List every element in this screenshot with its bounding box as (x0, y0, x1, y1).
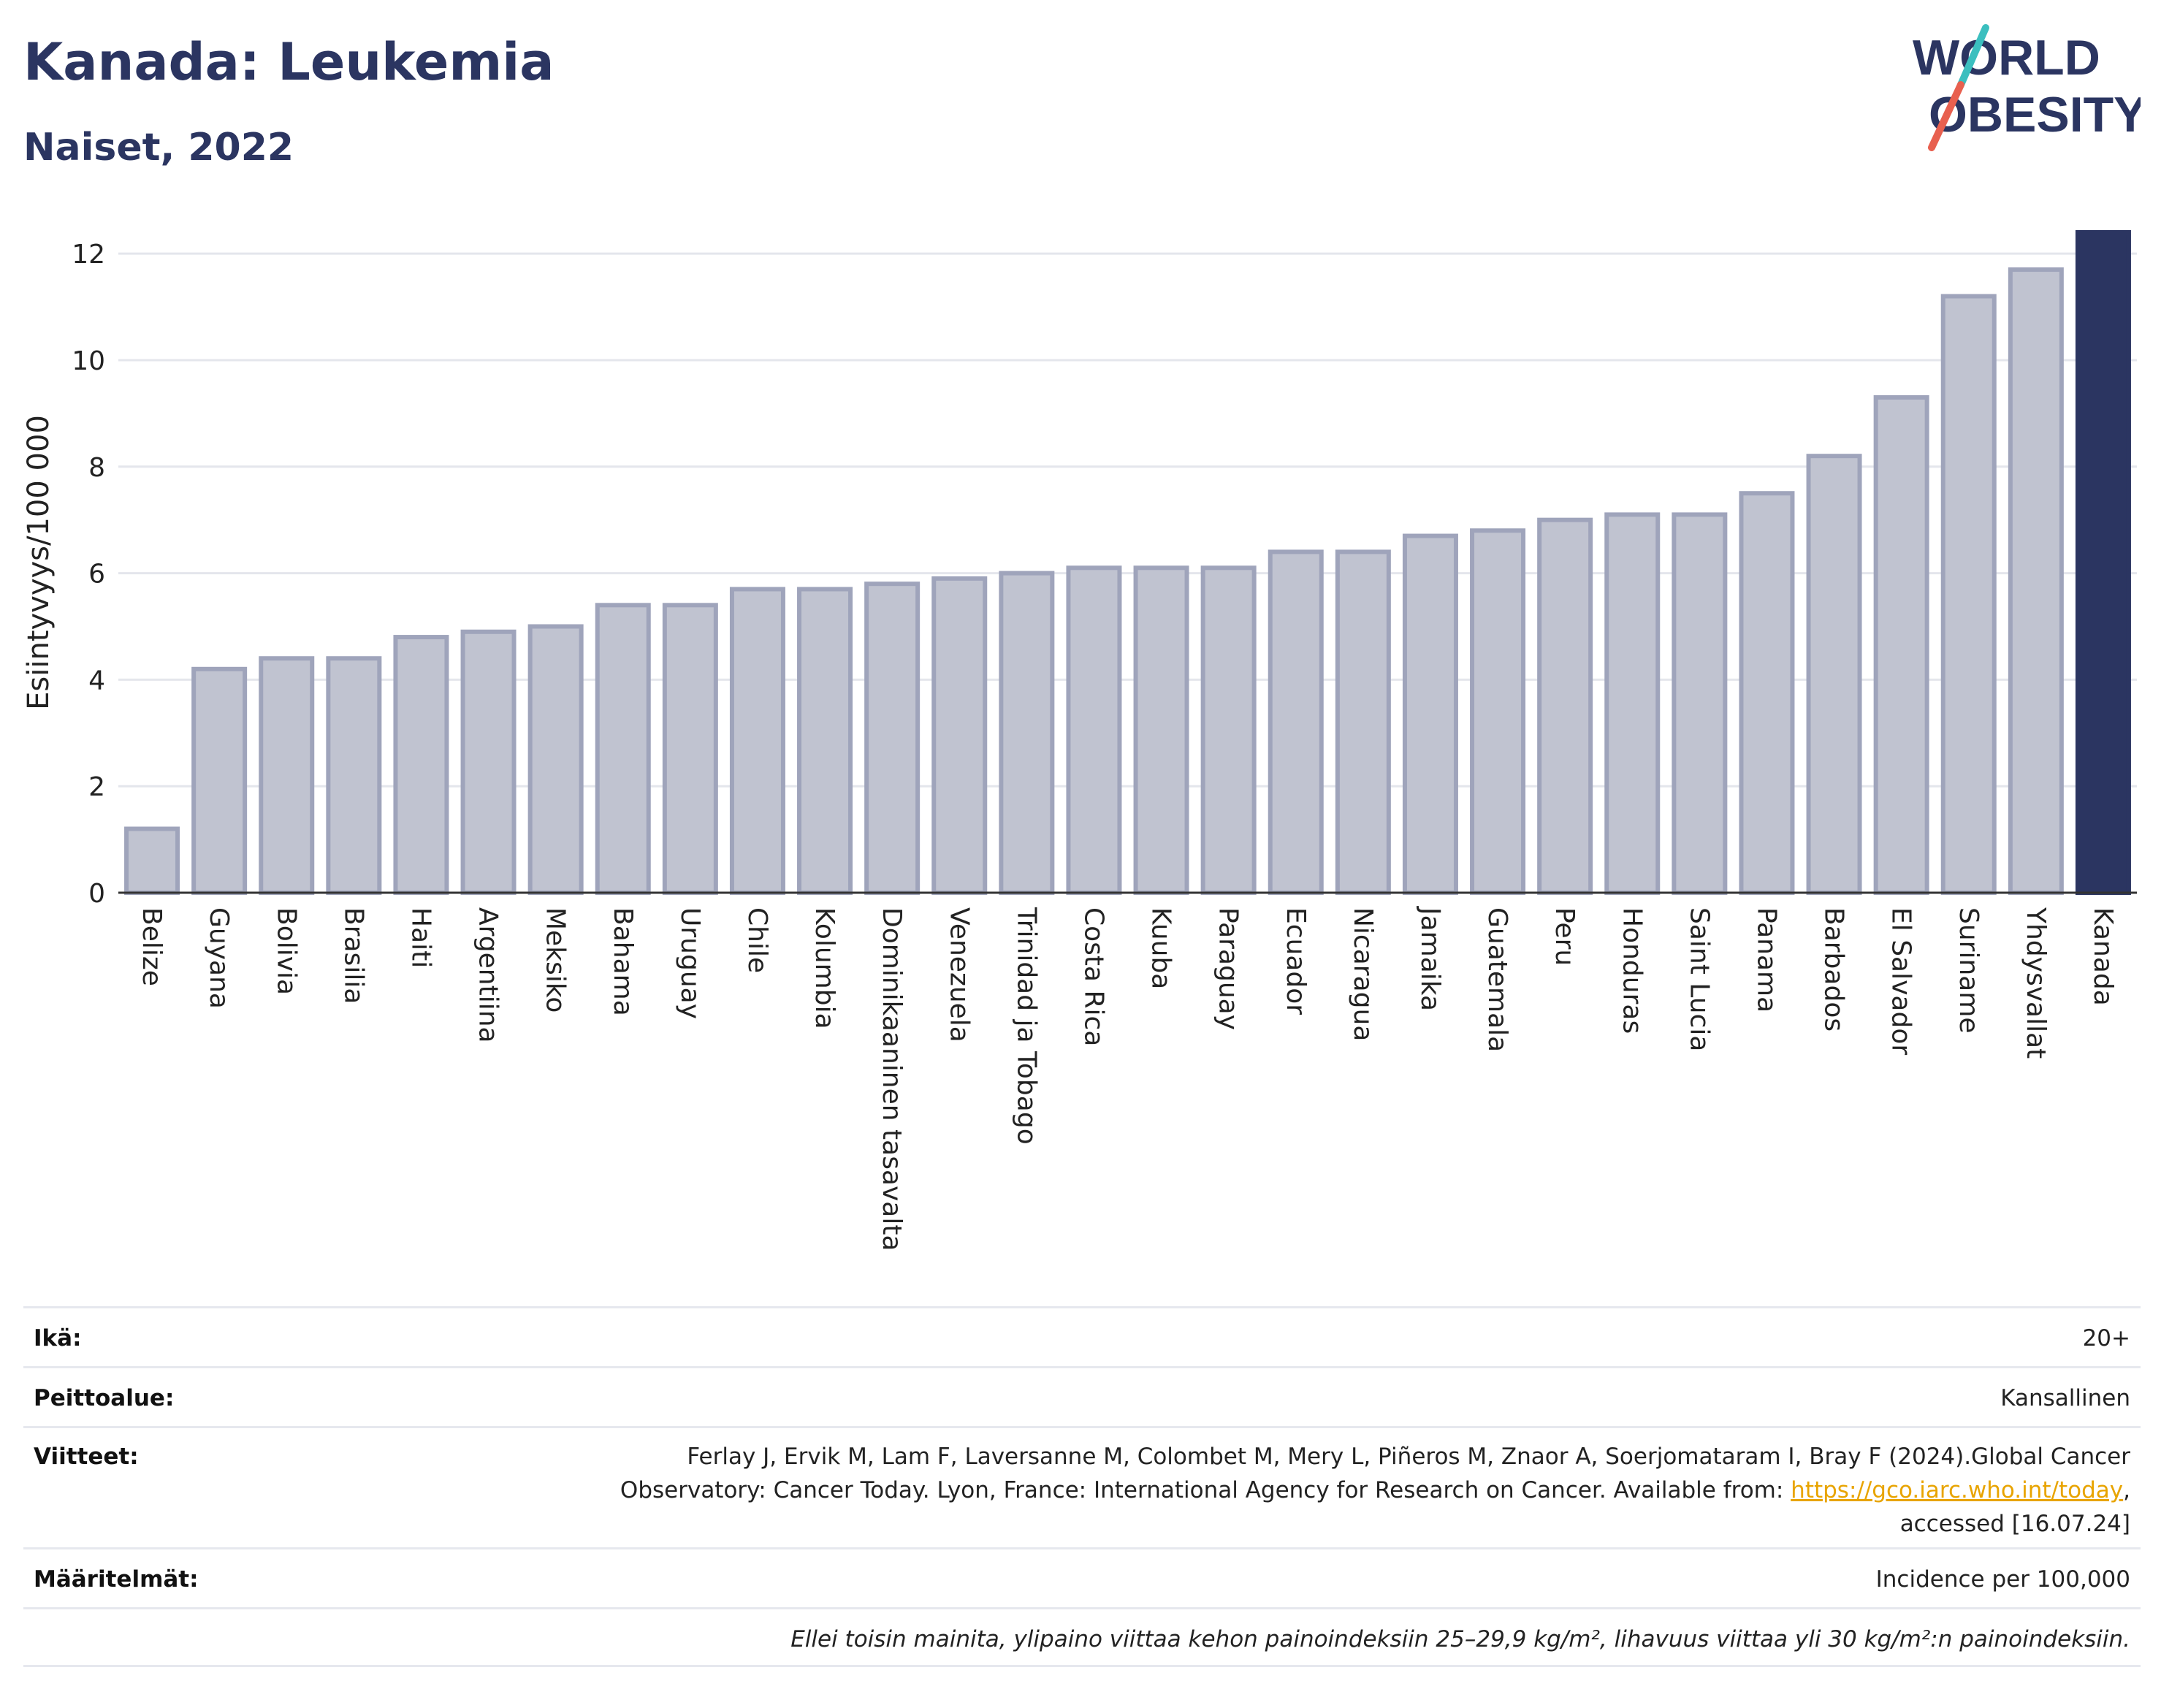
age-label: Ikä: (34, 1325, 82, 1351)
bar-haiti (393, 635, 449, 895)
x-tick-label: El Salvador (1886, 907, 1916, 1055)
bar-bolivia (259, 656, 315, 896)
bar-belize (124, 826, 180, 895)
x-tick-label: Guatemala (1482, 907, 1512, 1052)
x-tick-label: Paraguay (1213, 907, 1243, 1030)
references-line-3: accessed [16.07.24] (1899, 1511, 2130, 1537)
x-tick-label: Meksiko (541, 907, 571, 1013)
y-tick-label: 6 (88, 560, 105, 590)
bar-yhdysvallat (2008, 267, 2064, 895)
x-tick-label: Kuuba (1146, 907, 1176, 989)
x-tick-label: Jamaika (1415, 906, 1445, 1011)
bar-kolumbia (797, 587, 853, 895)
x-tick-label: Bolivia (271, 907, 301, 995)
y-tick-label: 4 (88, 666, 105, 695)
coverage-value: Kansallinen (2000, 1385, 2130, 1411)
x-tick-label: Kanada (2088, 907, 2118, 1006)
bar-dominikaaninen-tasavalta (864, 582, 921, 896)
bar-venezuela (931, 576, 988, 895)
bar-kuuba (1133, 565, 1189, 895)
bar-meksiko (527, 624, 584, 896)
y-axis-label: Esiintyvyys/100 000 (22, 415, 56, 710)
bar-peru (1537, 517, 1593, 895)
logo-slash-teal-icon (1957, 24, 1989, 88)
x-tick-label: Haiti (405, 907, 435, 968)
x-tick-label: Uruguay (675, 907, 705, 1019)
bar-kanada (2075, 230, 2131, 895)
meta-row-definitions: Määritelmät: Incidence per 100,000 (23, 1547, 2141, 1607)
x-tick-label: Bahama (608, 907, 638, 1016)
chart-title: Kanada: Leukemia (23, 32, 554, 92)
meta-row-references: Viitteet: Ferlay J, Ervik M, Lam F, Lave… (23, 1426, 2141, 1547)
bar-guyana (191, 666, 248, 895)
age-value: 20+ (2082, 1325, 2130, 1351)
bar-nicaragua (1335, 549, 1391, 895)
footnote: Ellei toisin mainita, ylipaino viittaa k… (790, 1626, 2130, 1652)
bar-panama (1739, 491, 1795, 895)
y-tick-label: 2 (88, 772, 105, 802)
y-tick-label: 8 (88, 453, 105, 483)
logo-slash-coral-icon (1928, 81, 1964, 151)
references-line-2: Observatory: Cancer Today. Lyon, France:… (620, 1477, 1791, 1503)
logo-text-world: WORLD (1913, 30, 2100, 85)
bar-honduras (1604, 512, 1661, 895)
x-tick-label: Ecuador (1281, 907, 1311, 1015)
logo-text-obesity: OBESITY (1929, 87, 2141, 142)
x-tick-label: Trinidad ja Tobago (1011, 907, 1041, 1145)
meta-row-note: Ellei toisin mainita, ylipaino viittaa k… (23, 1607, 2141, 1667)
x-tick-label: Suriname (1954, 907, 1983, 1034)
bar-el-salvador (1873, 395, 1929, 895)
x-tick-label: Kolumbia (809, 907, 839, 1029)
bar-jamaika (1402, 533, 1458, 895)
references-label: Viitteet: (34, 1444, 139, 1470)
x-tick-label: Yhdysvallat (2021, 907, 2051, 1059)
bar-chile (729, 587, 785, 895)
x-tick-label: Saint Lucia (1684, 907, 1714, 1051)
x-tick-label: Barbados (1819, 907, 1849, 1032)
bar-guatemala (1470, 528, 1526, 895)
definitions-label: Määritelmät: (34, 1566, 199, 1593)
x-tick-label: Brasilia (338, 907, 368, 1004)
bar-barbados (1806, 454, 1862, 895)
bar-trinidad-ja-tobago (999, 571, 1055, 895)
bar-costa-rica (1066, 565, 1122, 895)
x-tick-label: Belize (137, 907, 167, 986)
references-value: Ferlay J, Ervik M, Lam F, Laversanne M, … (620, 1440, 2130, 1541)
y-tick-label: 0 (88, 879, 105, 909)
references-link[interactable]: https://gco.iarc.who.int/today (1791, 1477, 2124, 1503)
bar-paraguay (1200, 565, 1257, 895)
definitions-value: Incidence per 100,000 (1875, 1566, 2130, 1593)
x-tick-label: Nicaragua (1348, 907, 1378, 1041)
x-tick-label: Guyana (204, 907, 234, 1009)
x-tick-label: Panama (1751, 907, 1781, 1013)
bar-uruguay (662, 603, 718, 895)
world-obesity-logo: WORLD OBESITY (1913, 24, 2141, 151)
bar-chart: 0 2 4 6 8 10 12 Esiintyvyys/100 000 Belize Guyana… (22, 230, 2137, 1251)
x-tick-label: Dominikaaninen tasavalta (877, 907, 907, 1251)
references-comma: , (2123, 1477, 2130, 1503)
bar-argentiina (460, 629, 517, 895)
x-tick-label: Honduras (1617, 907, 1647, 1034)
bar-saint-lucia (1672, 512, 1728, 895)
coverage-label: Peittoalue: (34, 1385, 175, 1411)
x-tick-label: Peru (1550, 907, 1579, 966)
y-tick-label: 12 (72, 240, 105, 270)
x-tick-label: Costa Rica (1078, 907, 1108, 1046)
metadata-table: Ikä: 20+ Peittoalue: Kansallinen Viittee… (23, 1306, 2141, 1667)
bar-suriname (1940, 294, 1997, 895)
bar-ecuador (1268, 549, 1324, 895)
y-tick-label: 10 (72, 346, 105, 376)
x-tick-label: Venezuela (944, 907, 974, 1042)
chart-subtitle: Naiset, 2022 (23, 126, 294, 169)
references-line-1: Ferlay J, Ervik M, Lam F, Laversanne M, … (687, 1444, 2130, 1470)
x-tick-label: Argentiina (473, 907, 503, 1043)
meta-row-age: Ikä: 20+ (23, 1306, 2141, 1366)
bar-bahama (595, 603, 651, 895)
meta-row-coverage: Peittoalue: Kansallinen (23, 1366, 2141, 1426)
bar-brasilia (326, 656, 382, 896)
x-tick-label: Chile (742, 907, 772, 973)
